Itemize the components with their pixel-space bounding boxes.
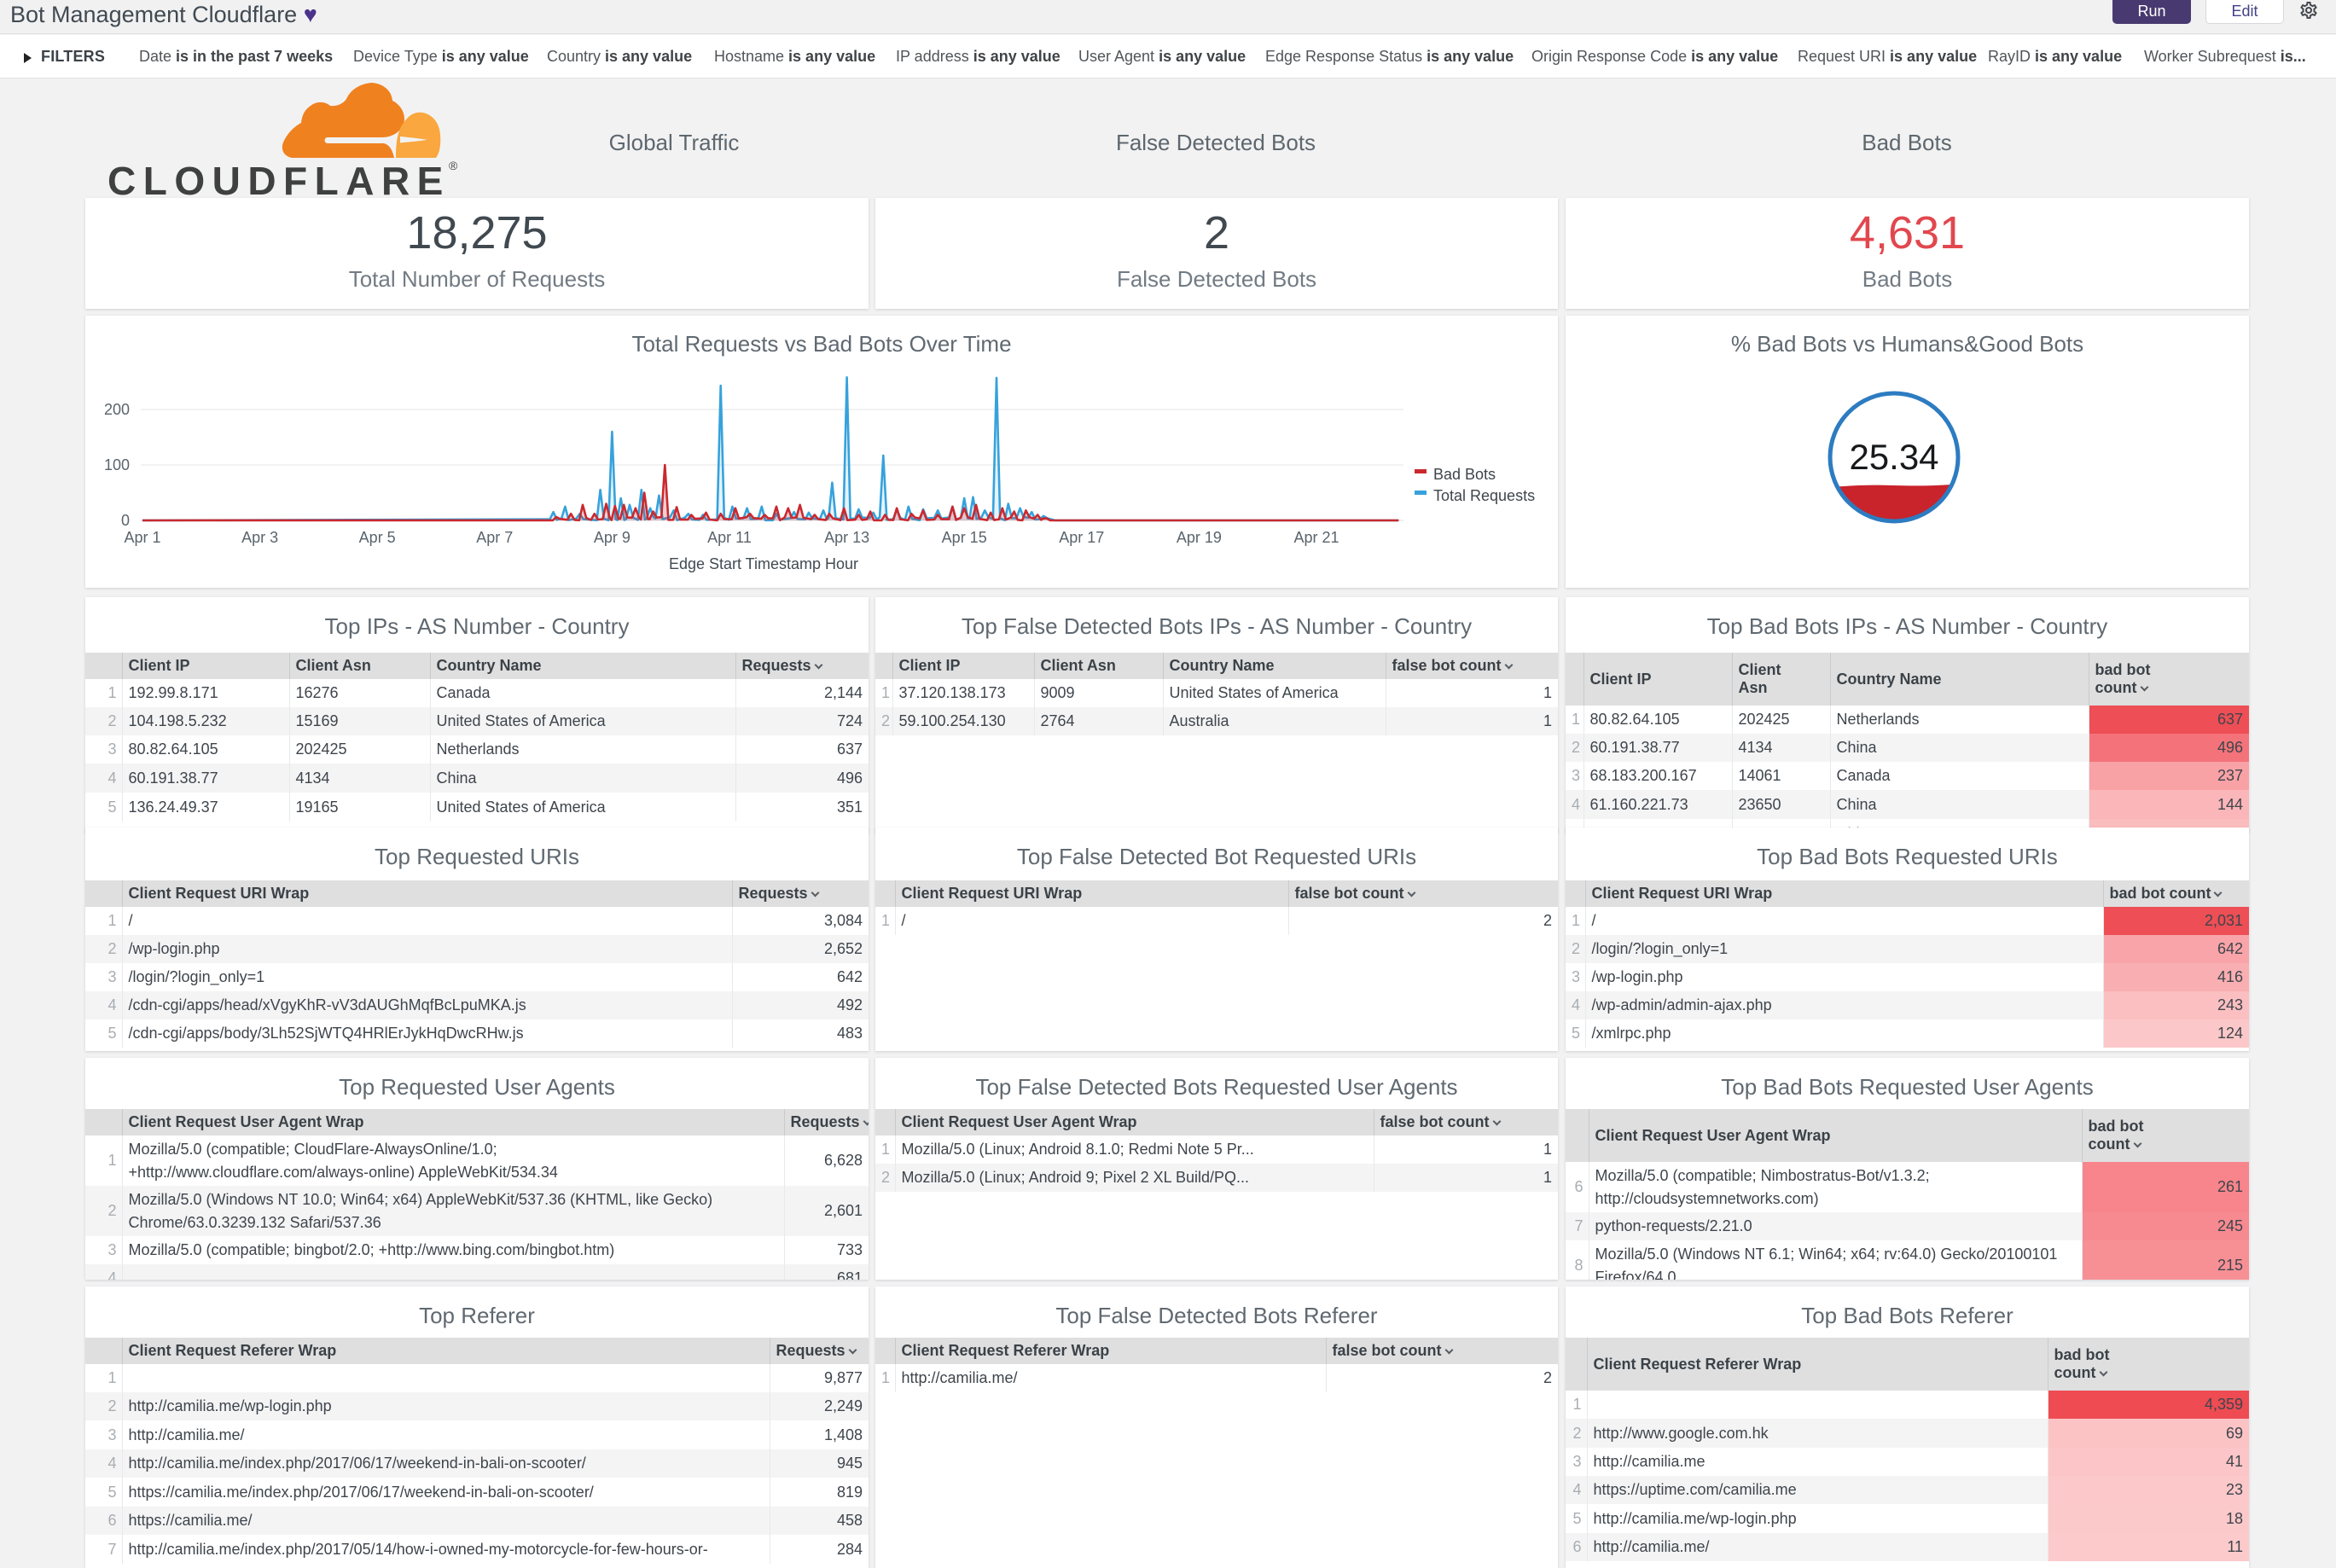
svg-text:Bad Bots: Bad Bots [1433,466,1496,483]
svg-text:Edge Start Timestamp Hour: Edge Start Timestamp Hour [669,555,858,572]
svg-text:0: 0 [121,512,130,529]
svg-text:25.34: 25.34 [1849,437,1938,477]
svg-text:Apr 11: Apr 11 [707,529,752,546]
svg-text:CLOUDFLARE: CLOUDFLARE [108,159,450,200]
svg-text:Apr 5: Apr 5 [359,529,396,546]
svg-text:®: ® [449,159,458,172]
svg-text:Apr 13: Apr 13 [824,529,869,546]
svg-text:Apr 7: Apr 7 [476,529,513,546]
svg-text:Apr 1: Apr 1 [124,529,160,546]
svg-text:Apr 9: Apr 9 [594,529,630,546]
svg-text:Apr 19: Apr 19 [1177,529,1222,546]
svg-text:200: 200 [104,401,130,418]
svg-text:Apr 15: Apr 15 [942,529,987,546]
svg-text:100: 100 [104,456,130,473]
svg-text:Apr 21: Apr 21 [1293,529,1339,546]
svg-text:Total Requests: Total Requests [1433,487,1535,504]
svg-text:Apr 3: Apr 3 [241,529,278,546]
svg-text:Apr 17: Apr 17 [1059,529,1104,546]
